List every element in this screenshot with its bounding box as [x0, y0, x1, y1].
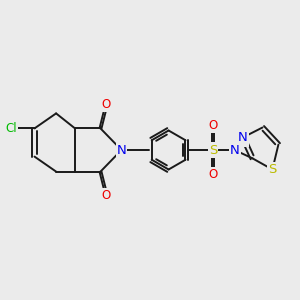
Text: O: O: [102, 189, 111, 202]
Text: N: N: [238, 131, 248, 144]
Text: O: O: [102, 98, 111, 111]
Text: S: S: [209, 143, 217, 157]
Text: O: O: [208, 168, 217, 181]
Text: N: N: [117, 143, 126, 157]
Text: Cl: Cl: [6, 122, 17, 135]
Text: O: O: [208, 119, 217, 132]
Text: N: N: [230, 143, 239, 157]
Text: S: S: [268, 163, 277, 176]
Text: H: H: [240, 136, 248, 147]
